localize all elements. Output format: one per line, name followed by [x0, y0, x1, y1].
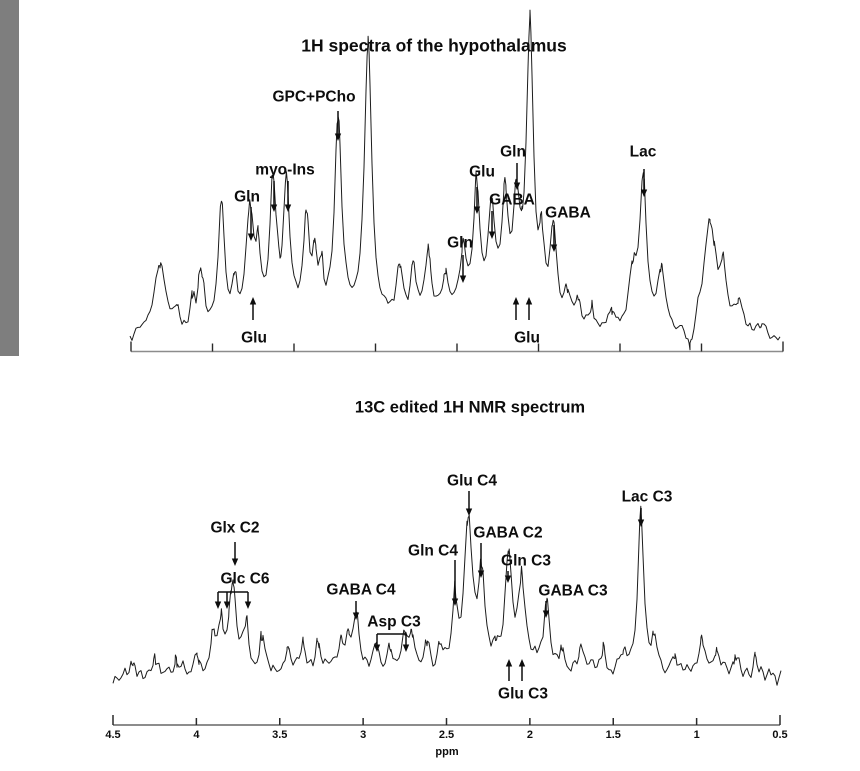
- spectrum-curve-bottom: [112, 505, 782, 686]
- annotation-arrowhead: [247, 233, 255, 241]
- annotation-arrowhead: [513, 182, 521, 190]
- left-gray-bar: [0, 0, 19, 356]
- annotation-arrowhead: [542, 610, 550, 618]
- annotation-arrowhead: [505, 659, 513, 667]
- annotation-arrowhead: [334, 133, 342, 141]
- spectrum-curve-top: [129, 9, 781, 351]
- annotation-arrowhead: [402, 644, 410, 652]
- annotation-arrowhead: [249, 297, 257, 305]
- annotation-arrowhead: [231, 558, 239, 566]
- bottom-spectrum-title: 13C edited 1H NMR spectrum: [354, 398, 586, 417]
- annotation-arrowhead: [465, 508, 473, 516]
- x-axis-unit-label: ppm: [435, 746, 459, 758]
- annotation-arrowhead: [550, 244, 558, 252]
- annotation-arrowhead: [488, 231, 496, 239]
- annotation-arrowhead: [459, 275, 467, 283]
- annotation-arrowhead: [640, 189, 648, 197]
- annotation-arrowhead: [451, 598, 459, 606]
- annotation-arrowhead: [518, 659, 526, 667]
- annotation-arrowhead: [512, 297, 520, 305]
- annotation-arrowhead: [352, 612, 360, 620]
- annotation-arrowhead: [214, 601, 222, 609]
- annotation-arrowhead: [284, 204, 292, 212]
- annotation-arrowhead: [373, 644, 381, 652]
- top-spectrum-title: 1H spectra of the hypothalamus: [301, 35, 567, 56]
- annotation-arrowhead: [223, 601, 231, 609]
- annotation-arrowhead: [244, 601, 252, 609]
- annotation-arrowhead: [525, 297, 533, 305]
- annotation-arrowhead: [477, 570, 485, 578]
- annotation-arrowhead: [473, 206, 481, 214]
- annotation-arrowhead: [637, 519, 645, 527]
- annotation-arrowhead: [270, 204, 278, 212]
- annotation-arrowhead: [504, 575, 512, 583]
